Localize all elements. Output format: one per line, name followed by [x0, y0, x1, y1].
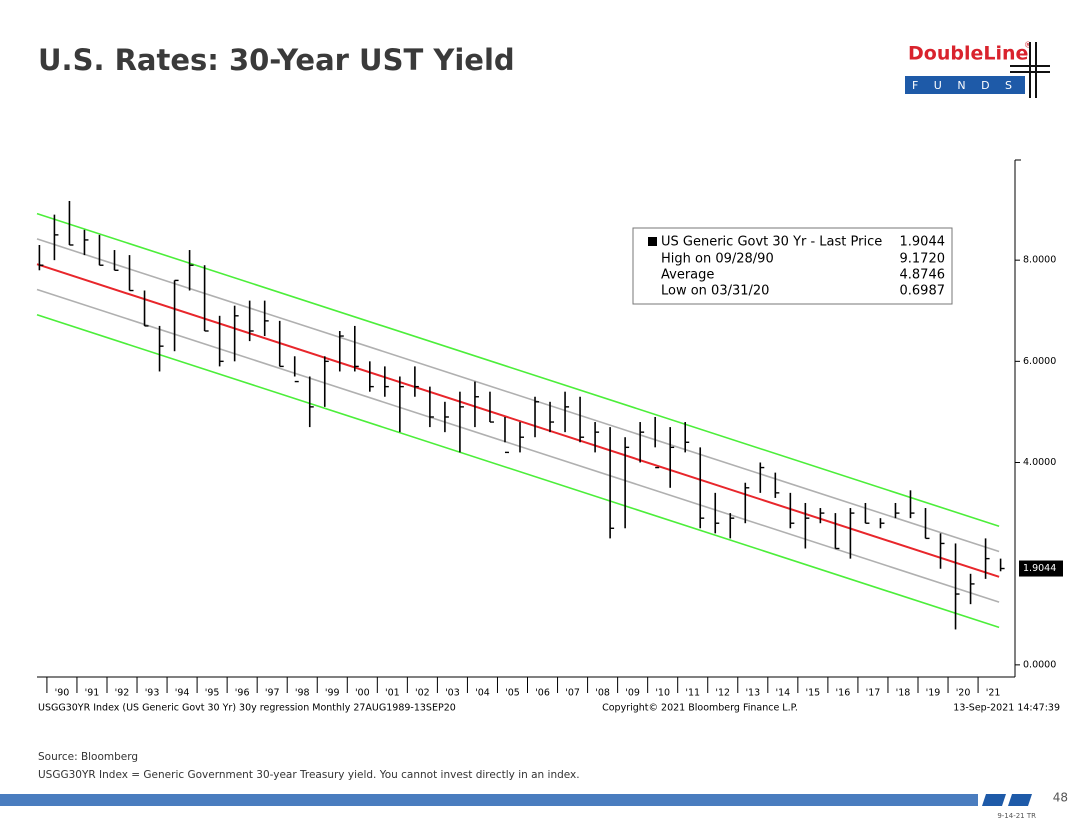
x-tick-label: '14	[775, 688, 790, 699]
x-tick-label: '98	[295, 688, 310, 699]
legend-frame	[632, 227, 953, 305]
x-tick-label: '94	[175, 688, 190, 699]
x-tick-label: '92	[115, 688, 130, 699]
regression-line	[36, 238, 1000, 553]
logo-text: DoubleLine	[908, 43, 1028, 65]
doc-code: 9-14-21 TR	[997, 812, 1036, 820]
x-tick-label: '99	[325, 688, 340, 699]
last-price-tag	[1019, 560, 1063, 577]
legend-stat: Average	[661, 268, 714, 283]
x-tick-label: '02	[415, 688, 430, 699]
regression-line	[36, 263, 1000, 578]
logo-sub: F U N D S	[912, 79, 1018, 92]
x-tick-label: '15	[806, 688, 821, 699]
regression-line	[36, 212, 1000, 528]
logo-mark: ®	[1024, 41, 1032, 50]
y-tick-label: 8.0000	[1023, 255, 1056, 266]
plot: 0.0000 4.0000 6.0000 8.0000 '90 '91 '92 '93 '94 '…	[36, 159, 1063, 699]
x-tick-label: '10	[655, 688, 670, 699]
x-tick-label: '95	[205, 688, 220, 699]
footer-right: 13-Sep-2021 14:47:39	[953, 703, 1060, 714]
footer-accent	[1008, 794, 1032, 806]
legend-swatch	[648, 237, 657, 246]
x-tick-label: '93	[145, 688, 160, 699]
y-tick-label: 4.0000	[1023, 457, 1056, 468]
y-tick-label: 6.0000	[1023, 356, 1056, 367]
x-tick-label: '91	[85, 688, 100, 699]
footer-bar	[0, 794, 978, 806]
x-tick-label: '08	[595, 688, 610, 699]
x-tick-label: '17	[866, 688, 881, 699]
legend-stat-value: 9.1720	[900, 252, 946, 267]
regression-line	[36, 314, 1000, 629]
disclaimer: USGG30YR Index = Generic Government 30-y…	[38, 769, 580, 781]
logo-bar	[905, 76, 1025, 94]
x-tick-label: '19	[926, 688, 941, 699]
x-tick-label: '16	[836, 688, 851, 699]
slide-title: U.S. Rates: 30-Year UST Yield	[38, 43, 515, 77]
x-tick-label: '18	[896, 688, 911, 699]
footer-accent	[982, 794, 1006, 806]
footer-center: Copyright© 2021 Bloomberg Finance L.P.	[602, 703, 798, 714]
x-tick-label: '01	[385, 688, 400, 699]
footer-left: USGG30YR Index (US Generic Govt 30 Yr) 3…	[38, 703, 456, 714]
regression-line	[36, 288, 1000, 603]
x-tick-label: '20	[956, 688, 971, 699]
x-tick-label: '07	[565, 688, 580, 699]
y-tick-label: 0.0000	[1023, 659, 1056, 670]
source-note: Source: Bloomberg	[38, 751, 138, 763]
x-tick-label: '00	[355, 688, 370, 699]
page-number: 48	[1053, 791, 1068, 805]
x-tick-label: '09	[625, 688, 640, 699]
logo: DoubleLine ® F U N D S	[905, 41, 1050, 98]
x-tick-label: '04	[475, 688, 490, 699]
x-tick-label: '21	[986, 688, 1001, 699]
x-tick-label: '11	[685, 688, 700, 699]
legend-box: US Generic Govt 30 Yr - Last Price 1.904…	[632, 227, 953, 305]
legend-stat-value: 4.8746	[900, 268, 946, 283]
legend-name: US Generic Govt 30 Yr - Last Price	[661, 235, 882, 250]
legend-stat: High on 09/28/90	[661, 252, 774, 267]
x-tick-label: '03	[445, 688, 460, 699]
legend-stat: Low on 03/31/20	[661, 284, 769, 299]
x-tick-label: '97	[265, 688, 280, 699]
x-tick-label: '05	[505, 688, 520, 699]
last-price-label: 1.9044	[1023, 563, 1056, 574]
x-tick-label: '96	[235, 688, 250, 699]
x-tick-label: '90	[55, 688, 70, 699]
x-tick-label: '12	[715, 688, 730, 699]
legend-value: 1.9044	[900, 235, 946, 250]
x-tick-label: '06	[535, 688, 550, 699]
x-tick-label: '13	[745, 688, 760, 699]
legend-stat-value: 0.6987	[900, 284, 946, 299]
